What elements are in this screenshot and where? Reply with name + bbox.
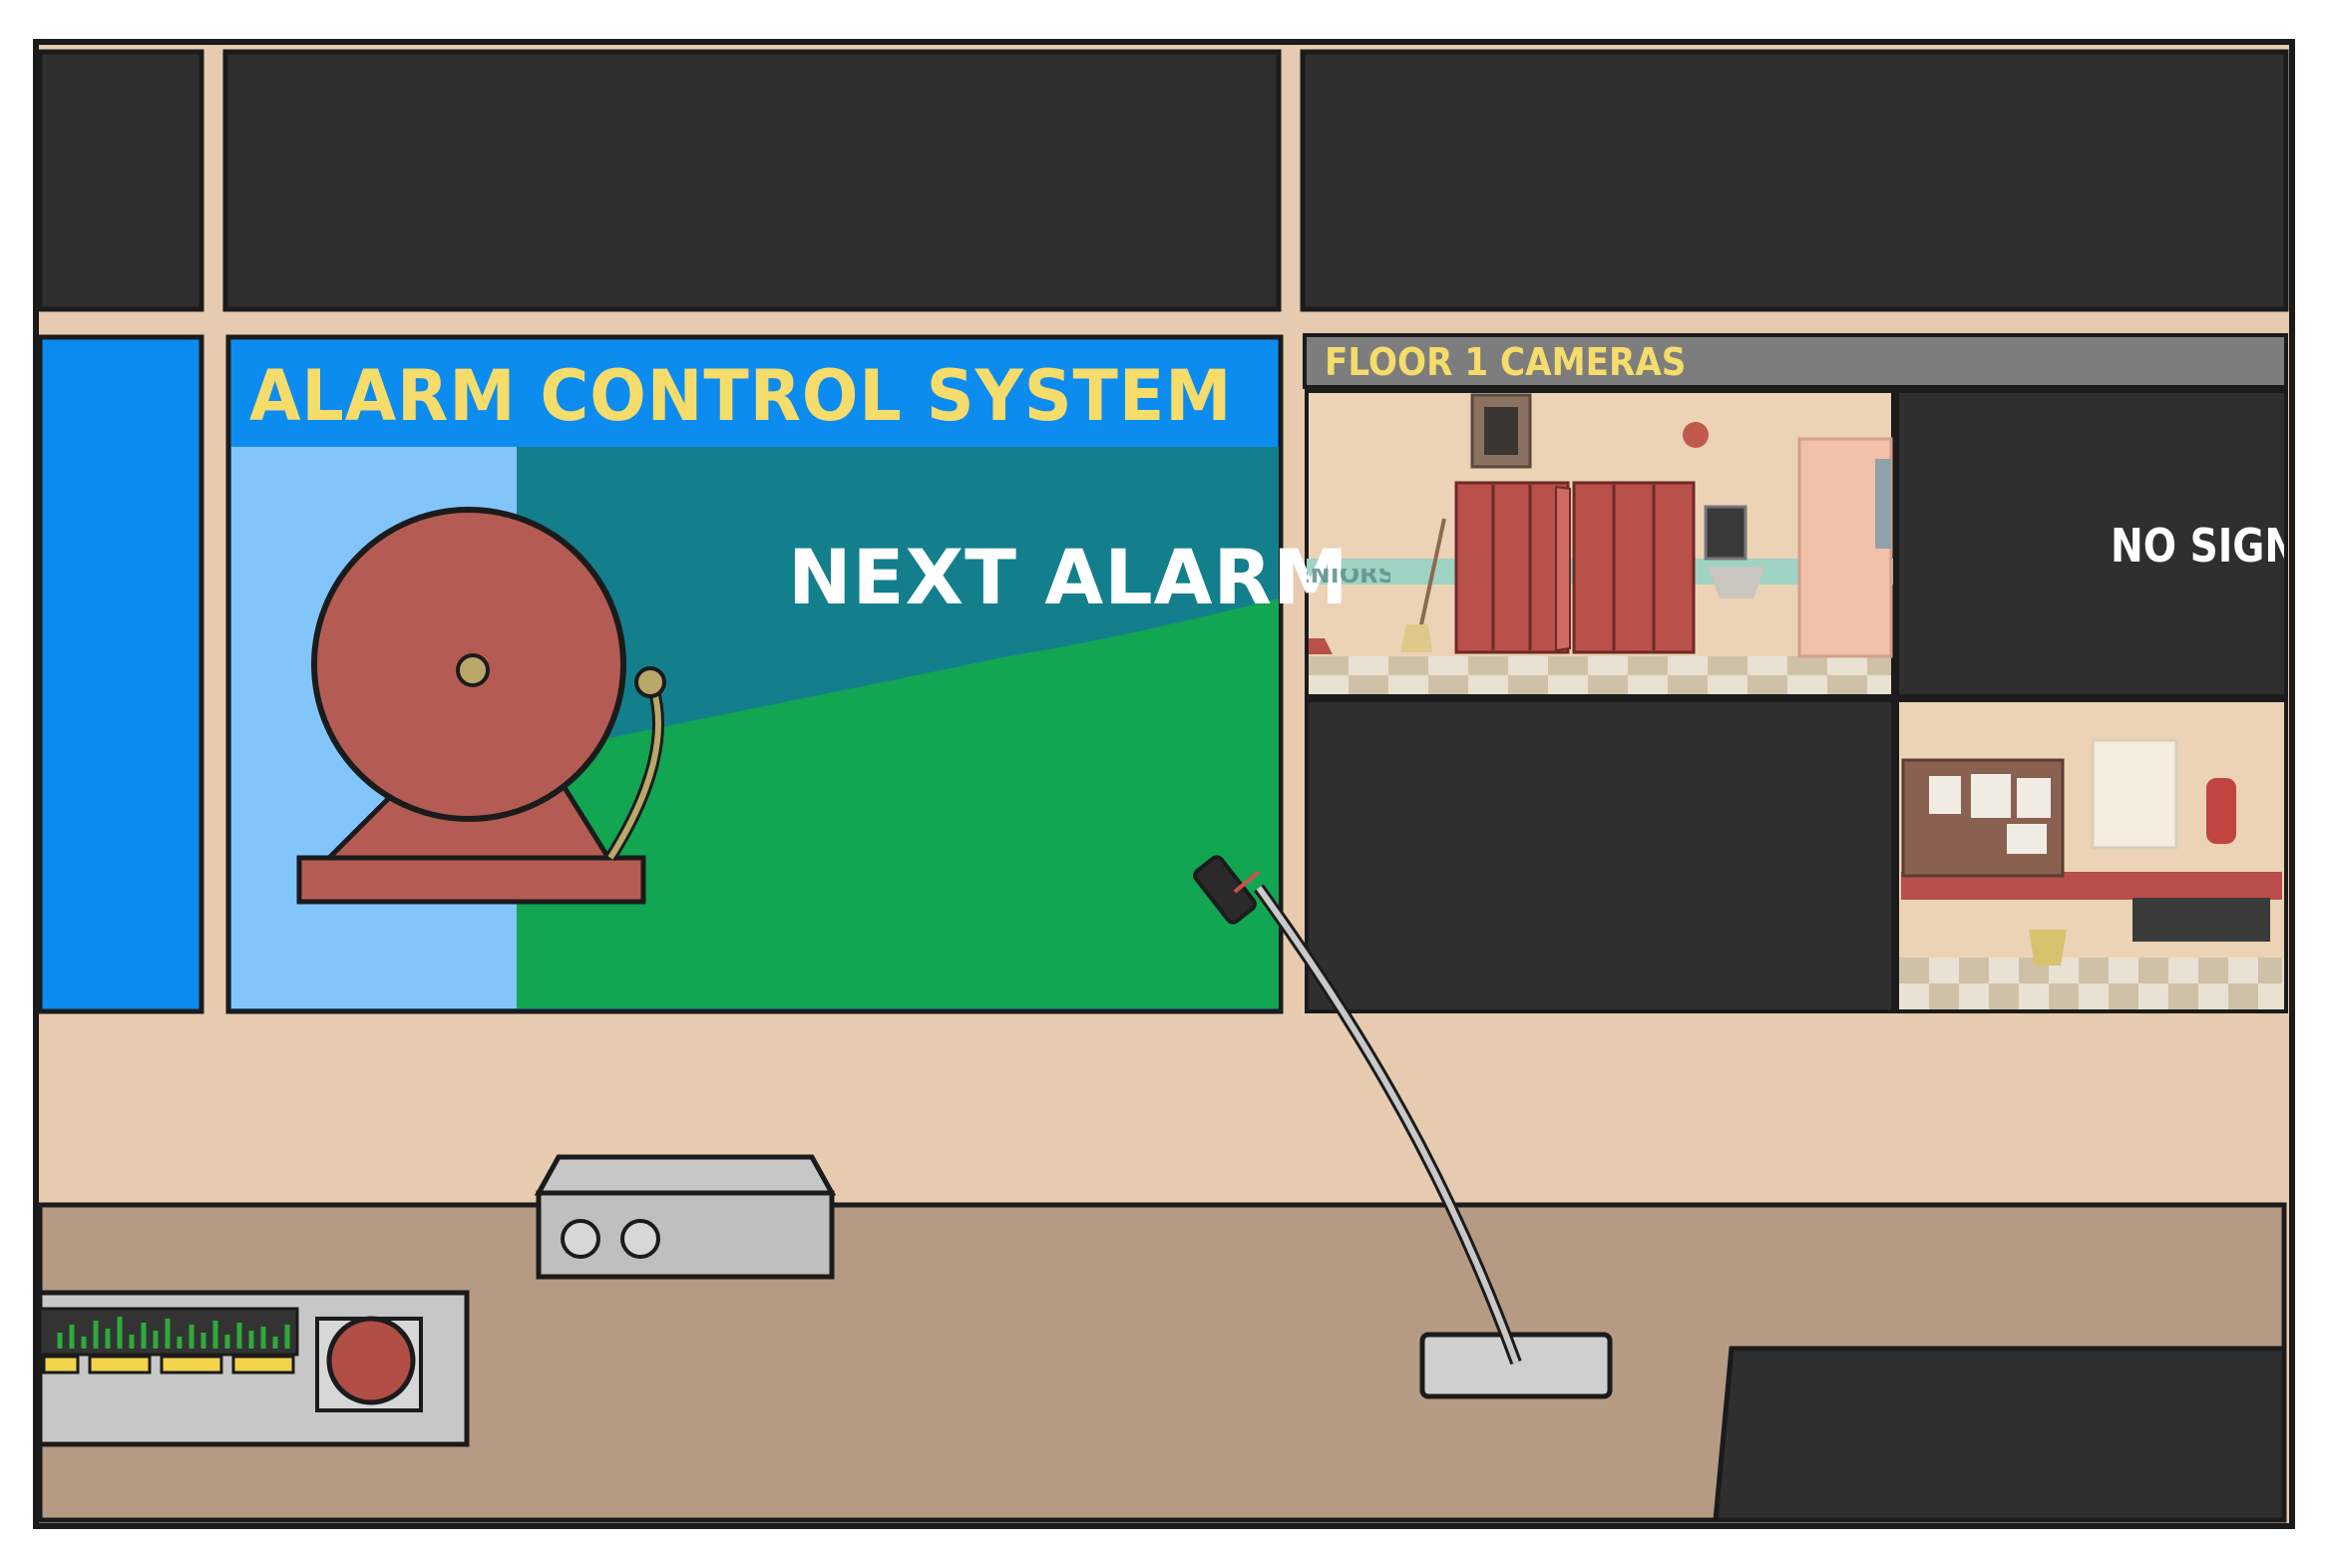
amplifier-box[interactable]	[534, 1154, 837, 1280]
seniors-sign-clip: SENIORS	[1307, 569, 1390, 598]
poster	[2091, 738, 2178, 850]
wall-frame-inner	[1484, 407, 1518, 455]
bench	[2133, 898, 2270, 942]
mirror	[1704, 505, 1747, 561]
control-console[interactable]	[37, 1290, 470, 1447]
sink	[1708, 567, 1765, 598]
alarm-system-title: ALARM CONTROL SYSTEM	[249, 355, 1233, 437]
camera-feed-no-signal[interactable]	[1895, 389, 2288, 698]
gooseneck-microphone[interactable]	[1193, 855, 1613, 1399]
next-alarm-label: NEXT ALARM	[788, 533, 1350, 621]
floor-cameras-panel	[1303, 333, 2288, 1013]
plunger	[1309, 638, 1333, 654]
desk-monitor-base	[1713, 1346, 2287, 1523]
camera-panel-header	[1303, 333, 2288, 389]
level-meter-bars	[57, 1317, 290, 1349]
top-left-monitor	[37, 49, 204, 312]
left-blue-monitor	[37, 334, 204, 1014]
top-right-monitor	[1300, 49, 2289, 312]
seniors-sign: SENIORS	[1307, 569, 1390, 588]
mic-neck	[1256, 886, 1519, 1365]
no-signal-message: NO SIGNAL	[2111, 519, 2284, 573]
camera-feed-corridor[interactable]	[1895, 698, 2288, 1013]
mic-head	[1193, 855, 1257, 925]
broom	[1416, 518, 1446, 639]
camera-feed-lockers[interactable]	[1305, 389, 1895, 698]
top-center-monitor	[222, 49, 1282, 312]
amp-knob-left[interactable]	[561, 1219, 600, 1259]
console-indicator-lights	[42, 1355, 295, 1374]
wall-bell-icon	[1683, 422, 1709, 448]
no-signal-clip: NO SIGNAL	[2105, 509, 2284, 581]
amp-knob-right[interactable]	[620, 1219, 660, 1259]
big-red-alarm-button[interactable]	[326, 1316, 416, 1405]
alarm-control-monitor[interactable]	[225, 334, 1284, 1014]
checker-floor	[1309, 656, 1891, 694]
hill	[517, 598, 1279, 1008]
camera-feed-off[interactable]	[1305, 698, 1895, 1013]
broom-head	[1400, 624, 1432, 652]
floor-cameras-title: FLOOR 1 CAMERAS	[1325, 340, 1687, 384]
lockers	[1454, 481, 1696, 654]
mic-base	[1419, 1332, 1613, 1399]
bucket	[2029, 930, 2067, 966]
mic-ring	[1233, 870, 1261, 894]
alarm-bell-icon	[296, 507, 666, 905]
fire-extinguisher-icon	[2206, 778, 2236, 844]
door-window	[1875, 459, 1891, 549]
